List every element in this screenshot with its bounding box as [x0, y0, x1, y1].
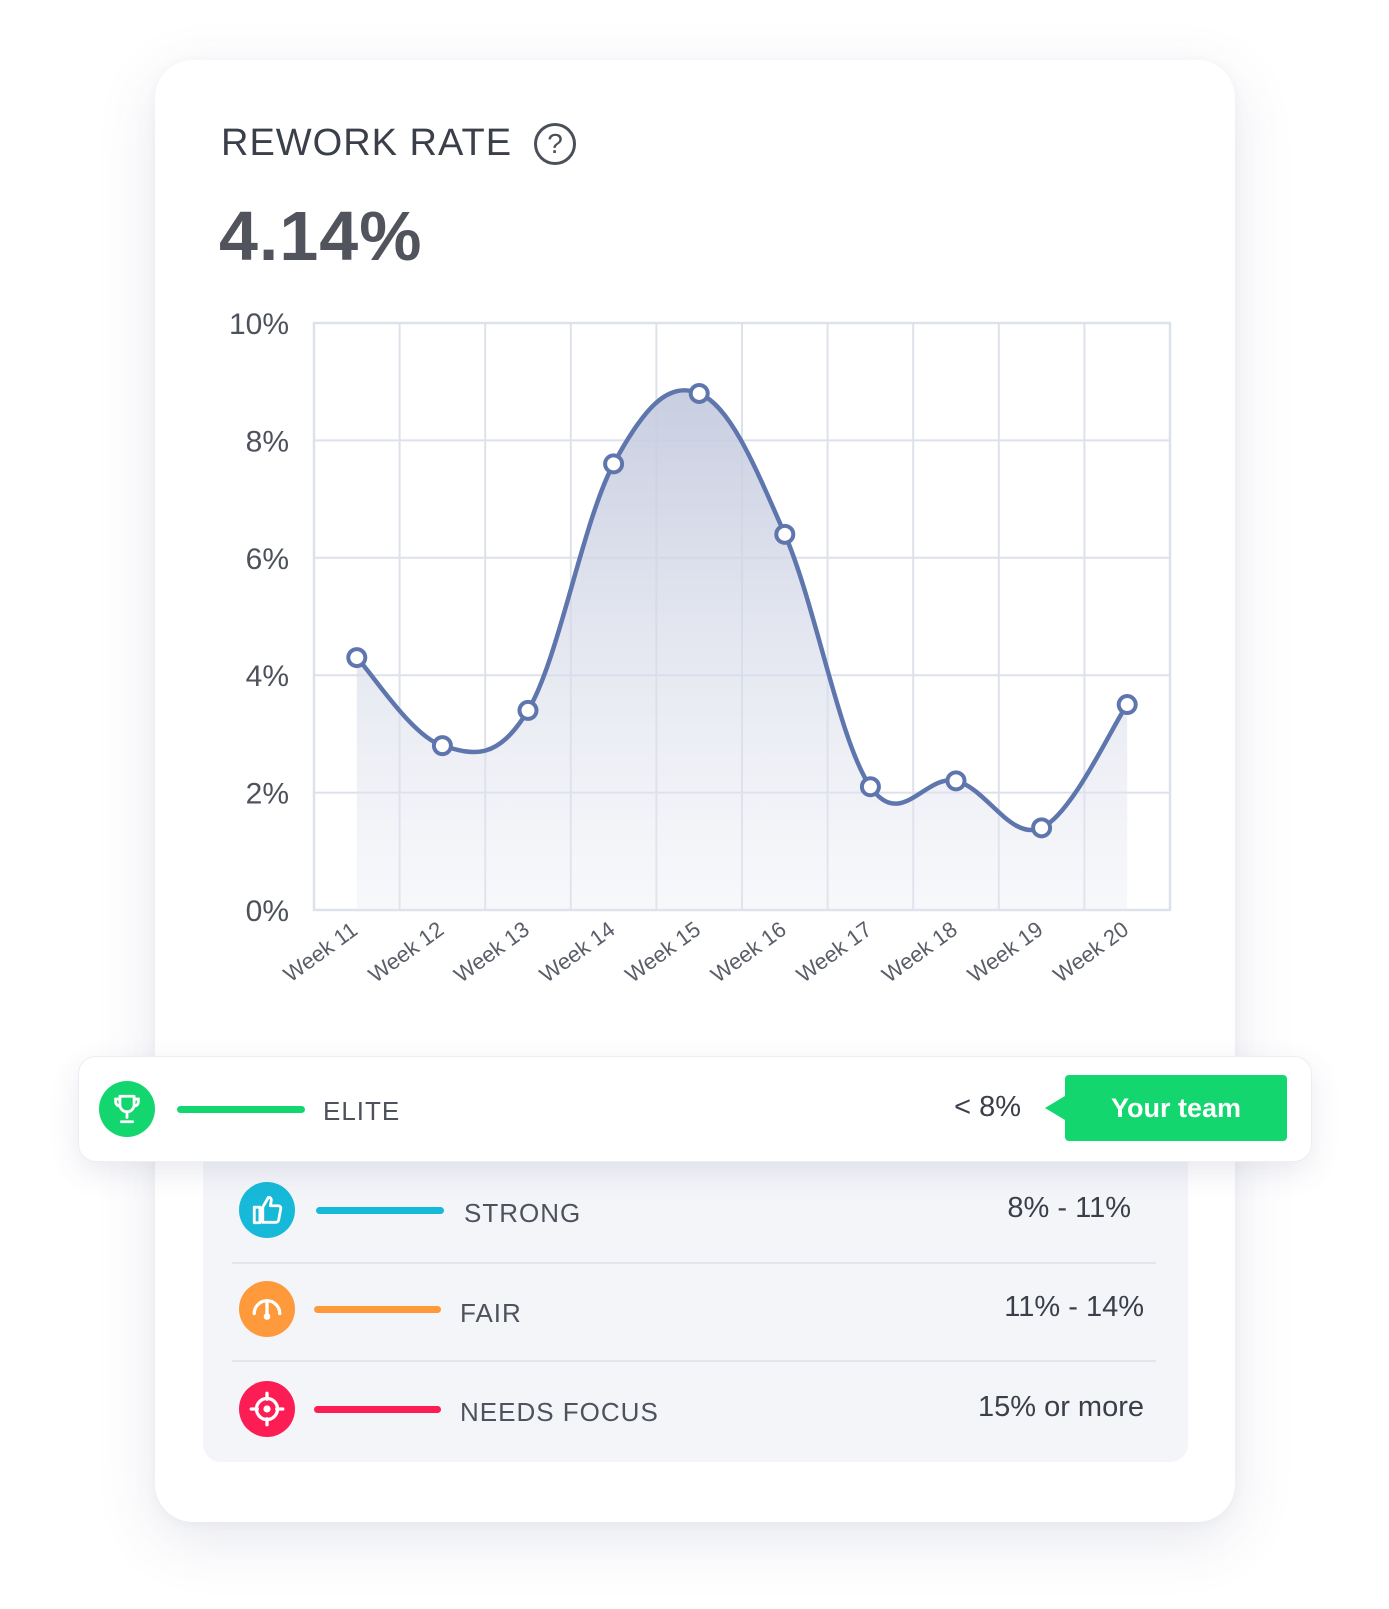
elite-label: ELITE: [323, 1096, 401, 1126]
rework-rate-chart: 0%2%4%6%8%10% Week 11 Week 12 Week 13 Week …: [229, 308, 1172, 987]
needs-focus-label: NEEDS FOCUS: [460, 1397, 659, 1427]
data-point: [945, 770, 967, 792]
gauge-icon: [239, 1281, 295, 1337]
y-tick-label: 6%: [246, 543, 289, 576]
help-icon[interactable]: ?: [534, 122, 577, 165]
x-tick-label: Week 17: [792, 916, 877, 987]
data-point: [346, 647, 368, 669]
elite-row-content: ELITE < 8%: [99, 1081, 1299, 1137]
fair-bar: [314, 1305, 441, 1313]
x-tick-label: Week 13: [449, 916, 534, 987]
data-point: [1116, 694, 1138, 716]
y-tick-label: 8%: [246, 425, 289, 458]
data-point: [688, 382, 710, 404]
metric-header: REWORK RATE ?: [221, 122, 577, 165]
data-point: [774, 523, 796, 545]
benchmark-row-fair: FAIR 11% - 14%: [239, 1281, 1144, 1337]
y-tick-label: 4%: [246, 660, 289, 693]
y-tick-label: 2%: [246, 778, 289, 811]
strong-bar: [316, 1206, 444, 1214]
data-point: [603, 453, 625, 475]
x-tick-label: Week 14: [535, 916, 620, 987]
x-tick-label: Week 18: [877, 916, 962, 987]
elite-bar: [177, 1105, 305, 1113]
divider: [232, 1360, 1156, 1362]
x-tick-label: Week 11: [279, 917, 362, 987]
x-tick-label: Week 16: [706, 916, 791, 987]
strong-range: 8% - 11%: [1007, 1192, 1131, 1224]
target-icon: [239, 1381, 295, 1437]
data-point: [859, 776, 881, 798]
needs-focus-range: 15% or more: [977, 1391, 1144, 1423]
thumbs-up-icon: [239, 1182, 295, 1238]
strong-label: STRONG: [464, 1198, 582, 1228]
series-area: [356, 390, 1128, 910]
data-point: [431, 735, 453, 757]
x-tick-label: Week 12: [364, 916, 449, 987]
trophy-icon: [99, 1081, 155, 1137]
series-line: [355, 388, 1130, 833]
needs-focus-bar: [314, 1405, 441, 1413]
data-point: [1031, 817, 1053, 839]
y-tick-label: 0%: [246, 895, 289, 928]
your-team-badge: Your team: [1045, 1075, 1287, 1141]
elite-range: < 8%: [954, 1091, 1021, 1123]
fair-label: FAIR: [460, 1298, 522, 1328]
data-point: [517, 699, 539, 721]
y-tick-label: 10%: [229, 308, 289, 341]
x-tick-label: Week 15: [620, 916, 705, 987]
x-tick-label: Week 20: [1048, 916, 1133, 987]
divider: [232, 1262, 1156, 1264]
benchmark-row-needs-focus: NEEDS FOCUS 15% or more: [239, 1381, 1149, 1437]
fair-range: 11% - 14%: [1004, 1291, 1144, 1323]
metric-value: 4.14%: [219, 197, 423, 275]
benchmark-row-strong: STRONG 8% - 11%: [239, 1182, 1139, 1238]
metric-title: REWORK RATE: [221, 122, 513, 164]
x-tick-label: Week 19: [963, 916, 1048, 987]
benchmark-panel: [203, 1112, 1188, 1462]
